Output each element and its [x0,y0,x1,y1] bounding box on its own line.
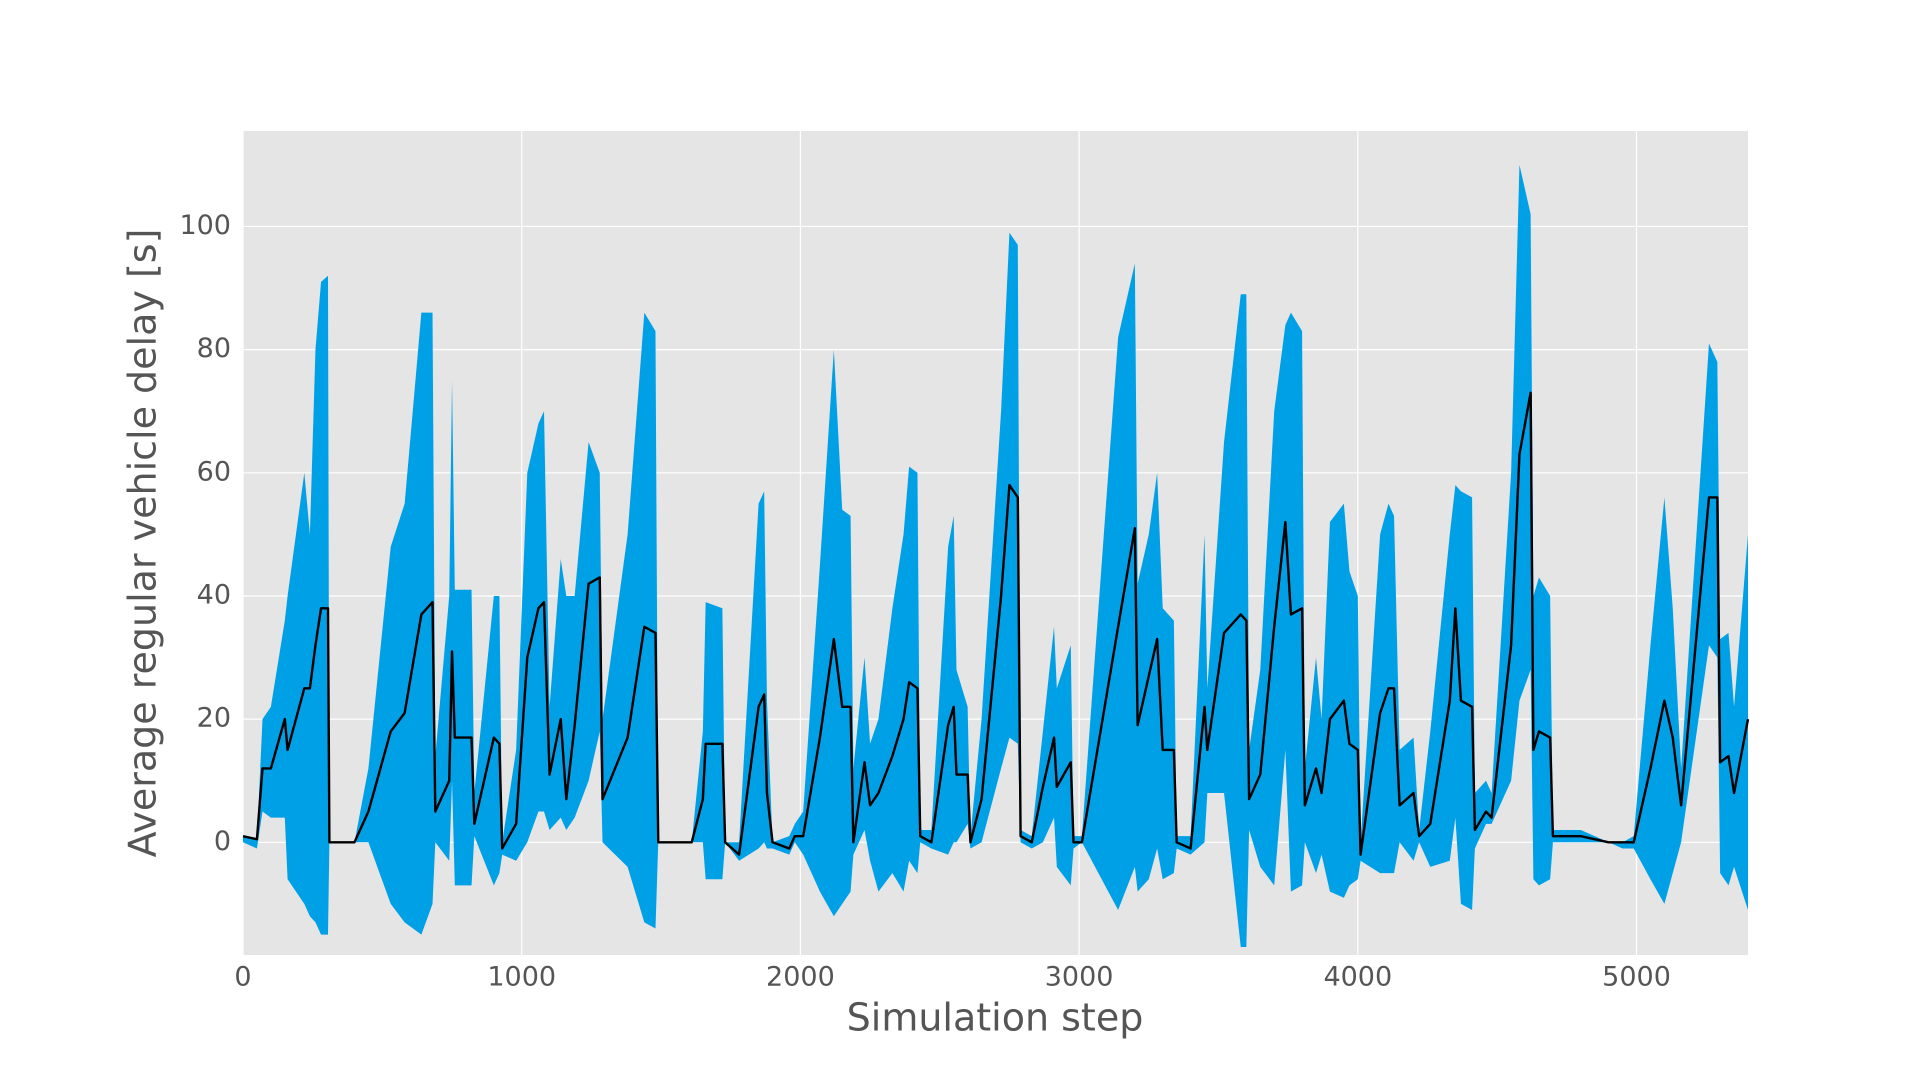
x-tick-label: 2000 [766,962,835,993]
y-tick-label: 100 [179,210,231,241]
x-tick-label: 3000 [1045,962,1114,993]
y-tick-label: 0 [214,826,231,857]
y-tick-label: 80 [197,333,231,364]
y-axis-label: Average regular vehicle delay [s] [121,229,165,858]
y-tick-label: 60 [197,456,231,487]
x-axis-label: Simulation step [847,996,1144,1040]
x-tick-label: 0 [234,962,251,993]
line [242,391,1750,856]
y-tick-label: 20 [197,703,231,734]
x-tick-label: 4000 [1323,962,1392,993]
y-tick-label: 40 [197,579,231,610]
x-tick-label: 5000 [1602,962,1671,993]
band-area [243,164,1748,947]
x-tick-label: 1000 [487,962,556,993]
